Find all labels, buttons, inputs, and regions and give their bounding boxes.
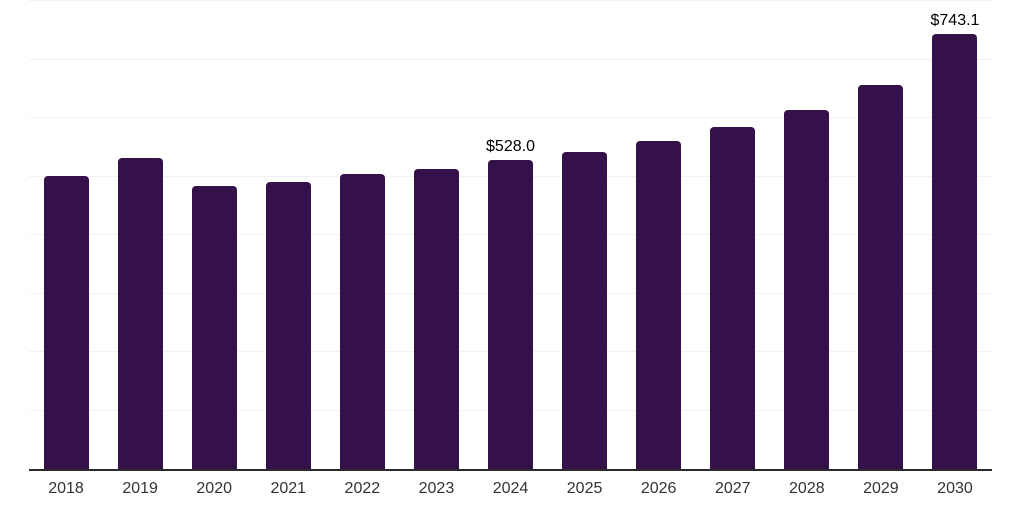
x-tick-label-2024: 2024 [492, 480, 529, 497]
x-tick-label-2019: 2019 [122, 480, 158, 497]
bar-slot-2020 [177, 1, 251, 469]
bar-slot-2019 [103, 1, 177, 469]
x-axis-line [29, 469, 992, 471]
bar-2023 [413, 169, 459, 469]
bar-2025 [562, 151, 608, 469]
x-tick-label-2025: 2025 [566, 480, 603, 497]
bar-2028 [784, 110, 830, 469]
bar-slot-2023 [399, 1, 473, 469]
bar-2024 [488, 160, 533, 469]
bar-slot-2025 [548, 1, 622, 469]
bar-slot-2022 [325, 1, 399, 469]
gridline [29, 117, 992, 118]
x-axis-labels: 2018 2019 2020 2021 2022 2023 2024 2025 2026 2027… [29, 481, 992, 497]
bar-2030 [932, 34, 978, 469]
bar-2029 [858, 85, 904, 469]
bar-slot-2024: $528.0 [473, 1, 547, 469]
bar-slot-2026 [622, 1, 696, 469]
plot-area: $528.0 $743.1 [29, 0, 992, 471]
x-tick-label-2021: 2021 [270, 480, 307, 497]
x-tick-label-2022: 2022 [344, 480, 381, 497]
x-tick-label-2020: 2020 [196, 480, 232, 497]
bar-2027 [710, 127, 756, 469]
bar-slot-2028 [770, 1, 844, 469]
bar-2020 [191, 186, 237, 469]
bar-2026 [636, 141, 682, 469]
bar-slot-2018 [29, 1, 103, 469]
x-tick-label-2028: 2028 [789, 480, 825, 497]
bar-2018 [43, 175, 89, 469]
x-tick-label-2030: 2030 [937, 480, 973, 497]
bars: $528.0 $743.1 [29, 1, 992, 469]
bar-value-label-2024: $528.0 [486, 138, 535, 156]
x-tick-label-2023: 2023 [418, 480, 455, 497]
gridline [29, 58, 992, 60]
bar-value-label-2030: $743.1 [930, 12, 980, 30]
bar-slot-2030: $743.1 [918, 1, 992, 469]
bar-2019 [117, 157, 163, 469]
gridline [29, 0, 992, 1]
bar-slot-2027 [696, 1, 770, 469]
bar-2022 [339, 173, 385, 469]
bar-slot-2021 [251, 1, 325, 469]
x-tick-label-2029: 2029 [863, 480, 899, 497]
bar-slot-2029 [844, 1, 918, 469]
bar-2021 [265, 182, 311, 469]
x-tick-label-2026: 2026 [640, 480, 677, 497]
x-tick-label-2018: 2018 [48, 480, 84, 497]
x-tick-label-2027: 2027 [714, 480, 751, 497]
